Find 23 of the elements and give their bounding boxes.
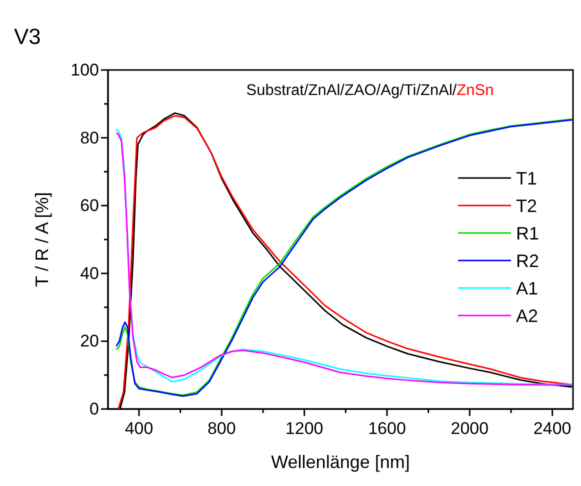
y-tick-label: 0 [90, 399, 99, 418]
y-tick-label: 80 [80, 128, 99, 148]
legend-label: R1 [516, 223, 540, 244]
x-tick-label: 2400 [533, 419, 572, 438]
legend-label: A2 [516, 306, 538, 326]
legend-label: T2 [516, 196, 538, 216]
x-axis-title: Wellenlänge [nm] [271, 452, 410, 472]
legend-label: A1 [516, 278, 538, 298]
y-axis-title: T / R / A [%] [32, 192, 52, 287]
legend-label: R2 [516, 250, 540, 271]
x-tick-label: 1600 [368, 419, 406, 438]
x-tick-label: 1200 [285, 419, 324, 438]
x-tick-label: 2000 [450, 419, 489, 438]
x-tick-label: 400 [124, 419, 154, 438]
x-tick-label: 800 [207, 419, 236, 438]
y-tick-label: 100 [70, 60, 99, 80]
y-tick-label: 40 [80, 264, 99, 283]
y-tick-label: 60 [80, 196, 99, 216]
chart-title: V3 [14, 24, 41, 49]
legend-label: T1 [516, 168, 538, 188]
y-tick-label: 20 [80, 332, 99, 351]
annotation: ZnSn [456, 82, 494, 99]
annotation: Substrat/ZnAl/ZAO/Ag/Ti/ZnAl/ [246, 82, 458, 99]
